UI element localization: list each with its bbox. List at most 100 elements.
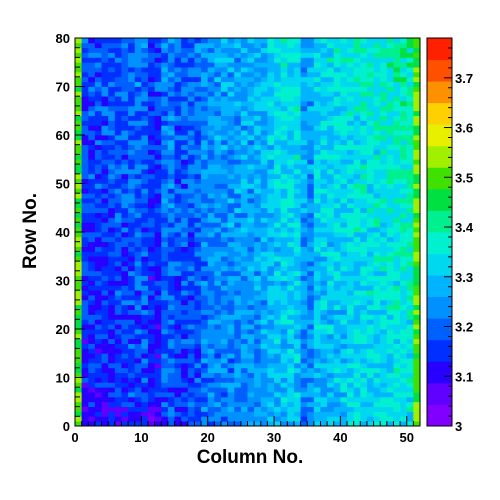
heatmap-cell [121,304,129,310]
heatmap-cell [94,256,102,262]
heatmap-cell [161,42,169,49]
heatmap-cell [201,222,209,228]
heatmap-cell [134,76,142,83]
heatmap-cell [94,275,102,281]
heatmap-cell [360,71,368,78]
heatmap-cell [280,52,288,58]
heatmap-cell [307,319,315,325]
heatmap-cell [81,285,89,291]
heatmap-cell [214,396,222,403]
heatmap-cell [187,232,195,238]
heatmap-cell [327,198,335,204]
heatmap-cell [327,227,335,233]
heatmap-cell [280,144,288,150]
heatmap-cell [406,324,414,330]
heatmap-cell [234,367,242,374]
heatmap-cell [347,198,355,204]
heatmap-cell [220,314,228,320]
heatmap-cell [181,265,189,272]
heatmap-cell [373,338,381,344]
heatmap-cell [307,387,315,393]
heatmap-cell [287,333,295,340]
heatmap-cell [114,256,122,262]
heatmap-cell [147,91,156,97]
heatmap-cell [161,96,169,102]
heatmap-cell [114,367,122,374]
heatmap-cell [340,212,348,218]
heatmap-cell [201,168,209,175]
heatmap-cell [300,183,308,189]
heatmap-cell [220,304,228,310]
heatmap-cell [134,198,142,204]
heatmap-cell [187,52,195,58]
heatmap-cell [141,406,149,412]
heatmap-cell [141,193,149,199]
heatmap-cell [88,251,96,257]
heatmap-cell [207,333,215,340]
heatmap-cell [320,236,328,243]
heatmap-cell [254,348,262,354]
heatmap-cell [353,81,361,87]
heatmap-cell [274,144,282,150]
heatmap-cell [240,241,248,247]
heatmap-cell [81,212,89,218]
heatmap-cell [393,280,401,286]
heatmap-cell [307,198,315,204]
heatmap-cell [287,76,295,83]
heatmap-cell [227,338,235,344]
heatmap-cell [386,105,394,112]
heatmap-cell [234,309,242,315]
heatmap-cell [174,135,182,141]
heatmap-cell [413,338,421,344]
heatmap-cell [207,178,215,184]
heatmap-cell [340,338,348,344]
heatmap-cell [260,392,268,398]
heatmap-cell [167,285,175,291]
heatmap-cell [293,285,301,291]
heatmap-cell [121,401,129,407]
heatmap-cell [293,81,301,87]
heatmap-cell [393,183,401,189]
heatmap-cell [240,251,248,257]
heatmap-cell [400,168,408,175]
heatmap-cell [128,270,136,277]
heatmap-cell [147,96,156,102]
heatmap-cell [366,304,374,310]
heatmap-cell [88,348,96,354]
heatmap-cell [340,275,348,281]
heatmap-cell [366,130,374,136]
heatmap-cell [360,159,368,165]
heatmap-cell [340,270,348,277]
heatmap-cell [274,353,282,359]
heatmap-cell [413,377,421,383]
heatmap-cell [254,173,262,180]
heatmap-cell [101,183,109,189]
heatmap-cell [300,154,308,160]
heatmap-cell [393,396,401,403]
heatmap-cell [88,275,96,281]
heatmap-cell [214,198,222,204]
heatmap-cell [400,154,408,160]
heatmap-cell [220,130,228,136]
heatmap-cell [147,275,156,281]
heatmap-cell [247,372,255,378]
heatmap-cell [128,309,136,315]
heatmap-cell [313,411,321,417]
heatmap-cell [386,372,394,378]
heatmap-cell [260,67,268,73]
heatmap-cell [320,353,328,359]
heatmap-cell [347,285,355,291]
heatmap-cell [320,86,328,92]
heatmap-cell [240,67,248,73]
heatmap-cell [108,280,116,286]
heatmap-cell [406,125,414,131]
heatmap-cell [227,62,235,68]
heatmap-cell [101,387,109,393]
heatmap-cell [254,299,262,306]
heatmap-cell [320,81,328,87]
heatmap-cell [300,290,308,296]
heatmap-cell [201,275,209,281]
heatmap-cell [240,71,248,78]
heatmap-cell [81,343,89,349]
